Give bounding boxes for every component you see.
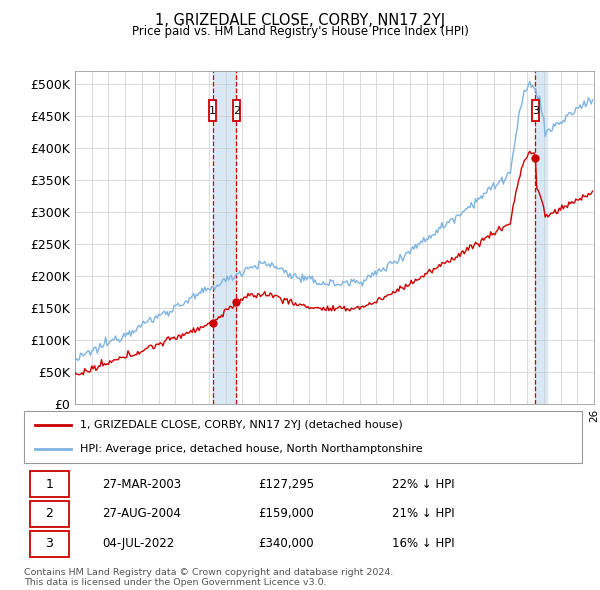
- Bar: [212, 71, 236, 404]
- FancyBboxPatch shape: [24, 411, 582, 463]
- Text: 1, GRIZEDALE CLOSE, CORBY, NN17 2YJ: 1, GRIZEDALE CLOSE, CORBY, NN17 2YJ: [155, 13, 445, 28]
- Text: £127,295: £127,295: [259, 477, 314, 490]
- FancyBboxPatch shape: [532, 100, 539, 122]
- Text: HPI: Average price, detached house, North Northamptonshire: HPI: Average price, detached house, Nort…: [80, 444, 422, 454]
- Text: £340,000: £340,000: [259, 537, 314, 550]
- FancyBboxPatch shape: [29, 501, 68, 527]
- FancyBboxPatch shape: [29, 530, 68, 557]
- Text: 27-MAR-2003: 27-MAR-2003: [102, 477, 181, 490]
- Text: 22% ↓ HPI: 22% ↓ HPI: [392, 477, 455, 490]
- Text: 3: 3: [45, 537, 53, 550]
- Text: 27-AUG-2004: 27-AUG-2004: [102, 507, 181, 520]
- Text: 2: 2: [233, 106, 240, 116]
- Text: Contains HM Land Registry data © Crown copyright and database right 2024.: Contains HM Land Registry data © Crown c…: [24, 568, 394, 576]
- Text: 3: 3: [532, 106, 539, 116]
- Text: £159,000: £159,000: [259, 507, 314, 520]
- Text: This data is licensed under the Open Government Licence v3.0.: This data is licensed under the Open Gov…: [24, 578, 326, 587]
- Text: 21% ↓ HPI: 21% ↓ HPI: [392, 507, 455, 520]
- Text: Price paid vs. HM Land Registry's House Price Index (HPI): Price paid vs. HM Land Registry's House …: [131, 25, 469, 38]
- Text: 16% ↓ HPI: 16% ↓ HPI: [392, 537, 455, 550]
- Text: 1, GRIZEDALE CLOSE, CORBY, NN17 2YJ (detached house): 1, GRIZEDALE CLOSE, CORBY, NN17 2YJ (det…: [80, 420, 403, 430]
- Text: 1: 1: [45, 477, 53, 490]
- Text: 04-JUL-2022: 04-JUL-2022: [102, 537, 175, 550]
- FancyBboxPatch shape: [29, 471, 68, 497]
- Bar: [535, 71, 547, 404]
- FancyBboxPatch shape: [209, 100, 217, 122]
- Text: 1: 1: [209, 106, 216, 116]
- Text: 2: 2: [45, 507, 53, 520]
- FancyBboxPatch shape: [233, 100, 240, 122]
